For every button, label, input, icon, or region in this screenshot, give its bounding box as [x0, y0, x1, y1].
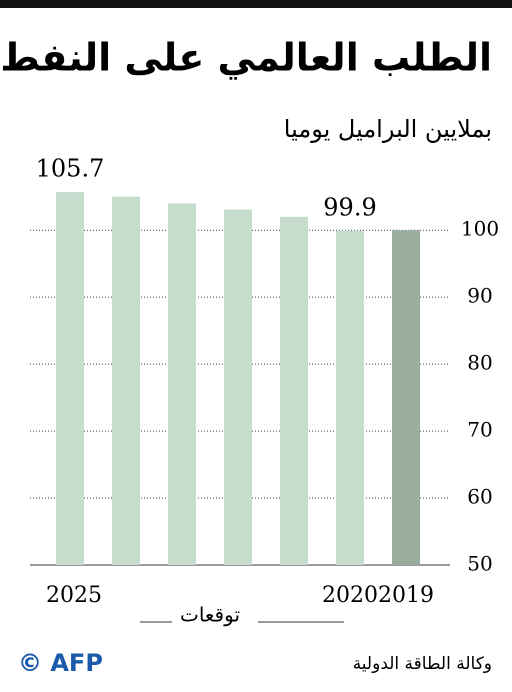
credit: © AFP	[18, 649, 103, 677]
value-label: 105.7	[36, 155, 105, 183]
chart-subtitle: بملايين البراميل يوميا	[284, 115, 492, 143]
y-tick-label: 70	[467, 418, 492, 442]
source: وكالة الطاقة الدولية	[353, 654, 492, 674]
bar	[112, 196, 140, 565]
y-tick-label: 50	[467, 552, 492, 576]
chart-title: الطلب العالمي على النفط	[0, 36, 492, 80]
y-tick-label: 90	[467, 284, 492, 308]
bar	[56, 192, 84, 565]
bar	[392, 230, 420, 565]
bar	[224, 209, 252, 565]
y-tick-label: 80	[467, 351, 492, 375]
bar	[280, 216, 308, 565]
x-tick-label: 2025	[46, 583, 102, 608]
bar	[168, 203, 196, 565]
value-label: 99.9	[323, 193, 376, 221]
forecast-label: توقعات	[180, 603, 240, 627]
y-tick-label: 100	[461, 217, 499, 241]
x-tick-label: 2019	[378, 583, 434, 608]
bar	[336, 230, 364, 565]
y-tick-label: 60	[467, 485, 492, 509]
top-bar	[0, 0, 512, 8]
x-tick-label: 2020	[322, 583, 378, 608]
